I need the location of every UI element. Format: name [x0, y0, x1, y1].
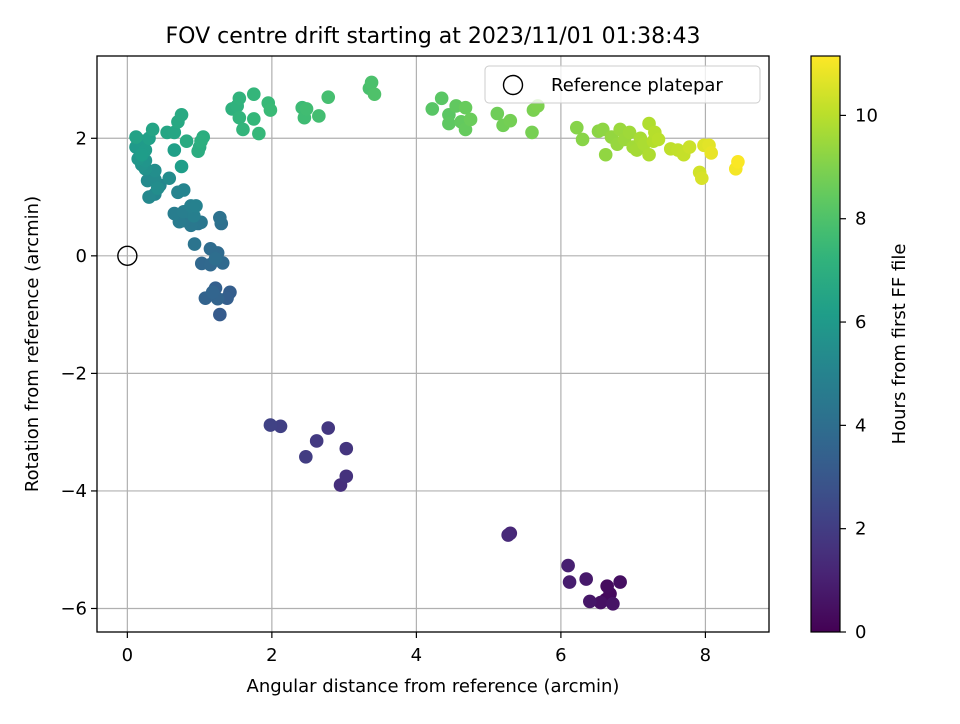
x-tick-label: 2: [266, 645, 277, 666]
data-point: [247, 112, 261, 126]
y-axis-label: Rotation from reference (arcmin): [22, 196, 43, 492]
colorbar-tick-label: 10: [855, 105, 878, 126]
data-point: [503, 113, 518, 128]
colorbar-gradient: [810, 55, 841, 633]
data-point: [364, 75, 379, 90]
data-point: [299, 102, 314, 116]
data-point: [312, 109, 326, 123]
data-point: [569, 120, 584, 135]
data-point: [176, 183, 191, 197]
x-tick-label: 4: [411, 645, 422, 666]
data-point: [236, 122, 250, 137]
colorbar-tick-label: 4: [855, 415, 866, 436]
data-point: [695, 171, 709, 186]
data-point: [425, 102, 440, 116]
data-point: [434, 91, 449, 106]
y-axis-ticks: −6 −4 −2 0 2: [60, 128, 97, 619]
legend-box: [484, 65, 761, 104]
data-point: [575, 132, 590, 147]
data-point: [463, 112, 478, 127]
chart-title: FOV centre drift starting at 2023/11/01 …: [166, 24, 701, 49]
data-point: [179, 134, 194, 149]
reference-platepar-marker: [117, 245, 138, 267]
reference-marker: [117, 245, 138, 267]
x-tick-label: 8: [700, 645, 711, 666]
colorbar-tick-label: 2: [855, 519, 866, 540]
x-tick-label: 6: [555, 645, 566, 666]
data-point: [299, 450, 313, 464]
data-point: [213, 307, 227, 322]
data-point: [252, 126, 266, 141]
colorbar-tick-label: 0: [855, 622, 866, 643]
data-point: [174, 107, 189, 122]
colorbar: 0 2 4 6 8 10 Hours from first FF file: [810, 55, 910, 643]
data-point: [232, 110, 247, 125]
legend-entry-reference-platepar: Reference platepar: [551, 75, 723, 96]
data-point: [232, 91, 247, 106]
data-point: [682, 140, 697, 154]
y-tick-label: 2: [76, 128, 87, 149]
data-point: [622, 125, 637, 140]
data-point: [167, 143, 182, 157]
data-point: [135, 147, 149, 162]
data-point: [145, 122, 160, 137]
x-axis-label: Angular distance from reference (arcmin): [247, 676, 620, 697]
data-point: [150, 181, 165, 196]
data-point: [525, 125, 539, 140]
data-point: [606, 596, 620, 611]
data-point: [490, 106, 505, 121]
colorbar-tick-label: 8: [855, 209, 866, 230]
y-tick-label: 0: [76, 246, 87, 267]
data-point: [339, 441, 354, 456]
data-point: [562, 575, 577, 589]
data-point: [583, 594, 597, 609]
data-point: [205, 285, 220, 300]
data-point: [162, 171, 177, 186]
data-point: [321, 90, 336, 104]
data-point: [642, 147, 656, 162]
data-point: [321, 421, 336, 435]
data-point: [731, 154, 745, 169]
data-point: [367, 87, 382, 102]
data-point: [263, 103, 278, 117]
data-point: [129, 130, 143, 144]
scatter-points: [129, 75, 745, 611]
data-point: [704, 146, 718, 160]
data-point: [263, 418, 278, 432]
data-point: [189, 199, 203, 213]
legend: Reference platepar: [484, 65, 761, 104]
x-tick-label: 0: [122, 645, 133, 666]
data-point: [247, 87, 261, 102]
data-point: [442, 116, 456, 131]
colorbar-label: Hours from first FF file: [889, 244, 910, 445]
data-point: [309, 434, 324, 448]
data-point: [194, 134, 208, 149]
data-point: [458, 100, 473, 115]
data-point: [600, 579, 614, 593]
data-point: [339, 469, 354, 484]
data-point: [579, 572, 593, 586]
plot-frame: [96, 55, 770, 633]
x-axis-ticks: 0 2 4 6 8: [122, 632, 711, 666]
data-point: [273, 419, 288, 434]
y-tick-label: −4: [60, 481, 87, 502]
data-point: [598, 147, 613, 162]
data-point: [208, 251, 223, 266]
colorbar-tick-label: 6: [855, 312, 866, 333]
data-point: [174, 159, 189, 174]
legend-marker-reference: [502, 74, 524, 96]
data-point: [213, 210, 227, 225]
data-point: [593, 595, 608, 610]
y-tick-label: −6: [60, 598, 87, 619]
colorbar-ticks: 0 2 4 6 8 10: [840, 105, 878, 643]
data-point: [142, 190, 156, 204]
data-point: [651, 132, 666, 147]
y-tick-label: −2: [60, 363, 87, 384]
data-point: [187, 237, 202, 251]
data-point: [613, 575, 627, 589]
data-point: [167, 125, 182, 140]
data-point: [501, 528, 515, 542]
data-point: [561, 558, 575, 573]
